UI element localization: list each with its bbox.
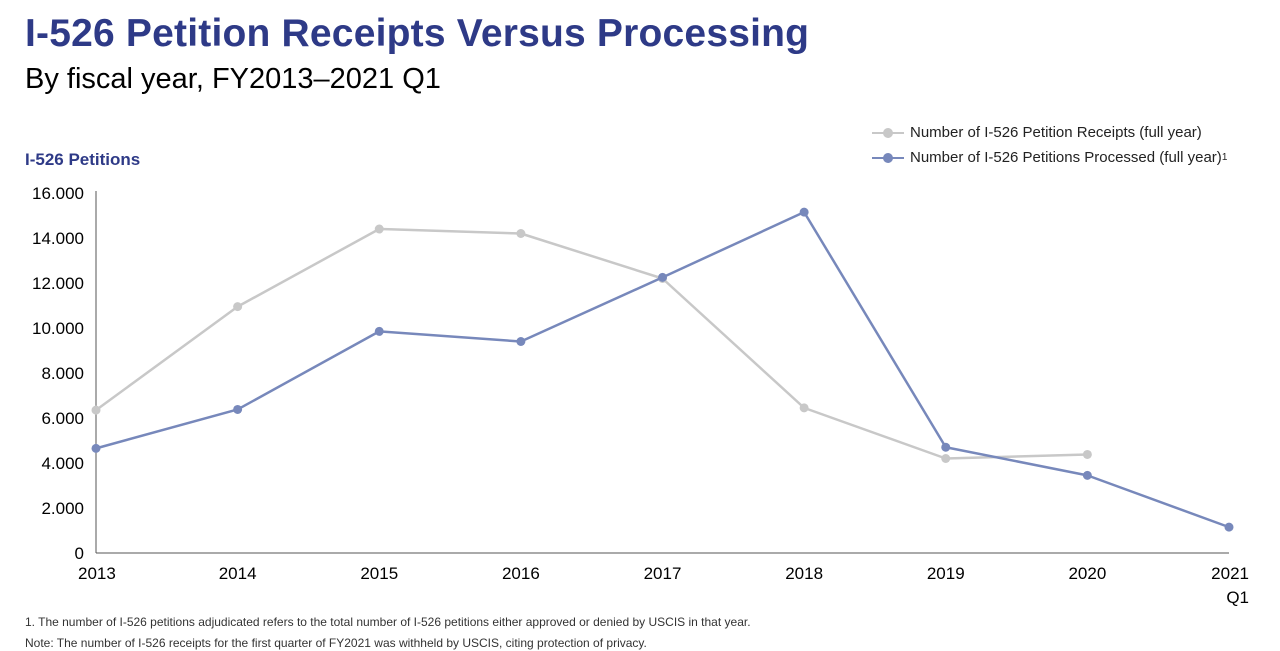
- x-tick-label: 2018: [785, 564, 823, 583]
- x-tick-label: 2013: [78, 564, 116, 583]
- y-tick-label: 2.000: [41, 499, 84, 518]
- x-tick-label: 2016: [502, 564, 540, 583]
- data-point-receipts: [516, 229, 526, 238]
- data-point-processed: [374, 326, 384, 336]
- y-tick-label: 14.000: [32, 229, 84, 248]
- series-line-receipts: [95, 227, 1088, 460]
- legend-item-receipts: Number of I-526 Petition Receipts (full …: [872, 120, 1227, 145]
- y-tick-label: 16.000: [32, 184, 84, 203]
- legend-swatch-receipts: [872, 127, 904, 139]
- x-tick-label: 2019: [927, 564, 965, 583]
- data-point-processed: [941, 442, 951, 452]
- y-tick-label: 4.000: [41, 454, 84, 473]
- data-point-receipts: [941, 454, 951, 463]
- y-tick-label: 10.000: [32, 319, 84, 338]
- y-tick-label: 6.000: [41, 409, 84, 428]
- data-point-processed: [1082, 470, 1092, 480]
- data-point-receipts: [1082, 449, 1092, 459]
- data-point-processed: [1224, 522, 1234, 532]
- x-tick-label: 2021: [1211, 564, 1249, 583]
- data-point-processed: [233, 404, 243, 414]
- legend-item-processed: Number of I-526 Petitions Processed (ful…: [872, 145, 1227, 170]
- legend-footnote-marker: 1: [1221, 152, 1228, 163]
- data-point-receipts: [374, 224, 384, 234]
- y-tick-label: 0: [75, 544, 84, 563]
- chart-subtitle: By fiscal year, FY2013–2021 Q1: [25, 63, 441, 95]
- footnote-note: Note: The number of I-526 receipts for t…: [25, 636, 647, 650]
- x-tick-label: 2017: [644, 564, 682, 583]
- y-tick-label: 8.000: [41, 364, 84, 383]
- legend-marker-receipts: [883, 127, 893, 138]
- x-tick-sublabel: Q1: [1226, 588, 1249, 607]
- legend-marker-processed: [883, 152, 893, 163]
- data-point-processed: [658, 272, 667, 282]
- y-tick-label: 12.000: [32, 274, 84, 293]
- data-point-processed: [91, 443, 101, 453]
- x-tick-label: 2020: [1068, 564, 1106, 583]
- data-point-receipts: [799, 403, 809, 413]
- x-tick-label: 2015: [360, 564, 398, 583]
- data-point-receipts: [91, 405, 101, 415]
- legend-swatch-processed: [872, 152, 904, 164]
- legend-label-processed: Number of I-526 Petitions Processed (ful…: [910, 149, 1222, 166]
- legend: Number of I-526 Petition Receipts (full …: [872, 120, 1227, 170]
- y-axis-label: I-526 Petitions: [25, 150, 141, 169]
- legend-label-receipts: Number of I-526 Petition Receipts (full …: [910, 124, 1202, 141]
- x-tick-label: 2014: [219, 564, 257, 583]
- chart-title: I-526 Petition Receipts Versus Processin…: [25, 12, 810, 55]
- data-point-processed: [516, 337, 526, 346]
- footnote-1: 1. The number of I-526 petitions adjudic…: [25, 615, 751, 629]
- data-point-processed: [799, 207, 809, 217]
- data-point-receipts: [233, 302, 243, 312]
- series-line-processed: [95, 210, 1230, 529]
